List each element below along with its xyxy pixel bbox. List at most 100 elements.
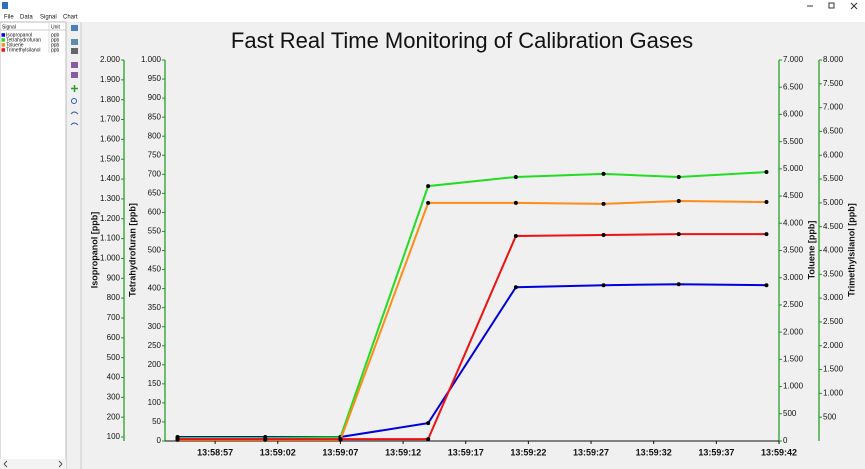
data-point bbox=[338, 437, 343, 442]
y-tick-label: 200 bbox=[148, 360, 162, 369]
y-tick-label: 1.000 bbox=[141, 55, 162, 64]
y-tick-label: 250 bbox=[148, 341, 162, 350]
y-tick-label: 550 bbox=[148, 227, 162, 236]
table-header: Unit bbox=[51, 24, 61, 30]
y-tick-label: 1.500 bbox=[100, 154, 121, 163]
y-tick-label: 1.400 bbox=[100, 174, 121, 183]
x-tick-label: 13:58:57 bbox=[197, 447, 233, 457]
close-button[interactable] bbox=[850, 2, 858, 10]
y-tick-label: 300 bbox=[107, 392, 121, 401]
y-tick-label: 2.000 bbox=[100, 55, 121, 64]
x-tick-label: 13:59:37 bbox=[698, 447, 734, 457]
tool-icon[interactable] bbox=[71, 85, 78, 92]
y-tick-label: 3.000 bbox=[823, 293, 844, 302]
signal-name[interactable]: Trimethylsilanol bbox=[6, 47, 41, 53]
y-tick-label: 700 bbox=[107, 313, 121, 322]
data-point bbox=[764, 170, 769, 175]
y-axis-label: Tetrahydrofuran [ppb] bbox=[127, 203, 137, 297]
scroll-arrows[interactable] bbox=[3, 460, 63, 468]
y-tick-label: 800 bbox=[107, 293, 121, 302]
x-tick-label: 13:59:07 bbox=[322, 447, 358, 457]
y-tick-label: 6.500 bbox=[783, 82, 804, 91]
y-tick-label: 1.600 bbox=[100, 134, 121, 143]
data-point bbox=[426, 200, 431, 205]
y-axis-label: Isopropanol [ppb] bbox=[89, 212, 99, 289]
y-tick-label: 5.000 bbox=[783, 164, 804, 173]
y-tick-label: 900 bbox=[107, 273, 121, 282]
x-tick-label: 13:59:27 bbox=[573, 447, 609, 457]
menu-item[interactable]: Signal bbox=[40, 15, 57, 21]
y-tick-label: 0 bbox=[157, 436, 162, 445]
y-tick-label: 3.500 bbox=[823, 269, 844, 278]
app-icon bbox=[2, 2, 8, 9]
data-point bbox=[601, 283, 606, 288]
y-tick-label: 4.000 bbox=[783, 218, 804, 227]
series-line bbox=[177, 233, 767, 441]
y-tick-label: 700 bbox=[148, 169, 162, 178]
data-point bbox=[601, 171, 606, 176]
signal-name[interactable]: Toluene bbox=[6, 42, 24, 48]
y-tick-label: 6.000 bbox=[823, 150, 844, 159]
y-tick-label: 1.100 bbox=[100, 234, 121, 243]
tool-icon[interactable] bbox=[71, 48, 78, 54]
table-header: Signal bbox=[2, 24, 16, 30]
y-tick-label: 650 bbox=[148, 188, 162, 197]
signal-name[interactable]: Tetrahydrofuran bbox=[6, 37, 41, 43]
y-tick-label: 850 bbox=[148, 112, 162, 121]
signal-color bbox=[1, 38, 5, 42]
signal-unit: ppb bbox=[51, 42, 60, 48]
signal-name[interactable]: Isopropanol bbox=[6, 32, 32, 38]
y-tick-label: 1.200 bbox=[100, 214, 121, 223]
y-tick-label: 300 bbox=[148, 322, 162, 331]
toolbar bbox=[70, 25, 79, 126]
y-tick-label: 2.000 bbox=[783, 327, 804, 336]
menu-item[interactable]: File bbox=[4, 15, 14, 21]
y-tick-label: 1.800 bbox=[100, 95, 121, 104]
tool-icon[interactable] bbox=[70, 122, 79, 126]
x-tick-label: 13:59:42 bbox=[761, 447, 797, 457]
x-tick-label: 13:59:12 bbox=[385, 447, 421, 457]
y-tick-label: 4.000 bbox=[823, 246, 844, 255]
tool-icon[interactable] bbox=[70, 111, 79, 115]
y-tick-label: 1.500 bbox=[783, 354, 804, 363]
signal-panel bbox=[0, 21, 67, 469]
tool-icon[interactable] bbox=[71, 72, 78, 78]
y-tick-label: 7.000 bbox=[823, 103, 844, 112]
tool-icon[interactable] bbox=[71, 62, 78, 68]
y-tick-label: 2.000 bbox=[823, 341, 844, 350]
tool-icon[interactable] bbox=[71, 25, 78, 31]
y-tick-label: 500 bbox=[783, 409, 797, 418]
x-tick-label: 13:59:22 bbox=[510, 447, 546, 457]
signal-color bbox=[1, 33, 5, 37]
signal-color bbox=[1, 48, 5, 52]
y-tick-label: 600 bbox=[107, 333, 121, 342]
data-point bbox=[764, 283, 769, 288]
signal-unit: ppb bbox=[51, 47, 60, 53]
y-tick-label: 800 bbox=[148, 131, 162, 140]
y-tick-label: 5.000 bbox=[823, 198, 844, 207]
y-tick-label: 1.700 bbox=[100, 115, 121, 124]
scrollbar[interactable] bbox=[0, 459, 66, 469]
y-tick-label: 100 bbox=[107, 432, 121, 441]
data-point bbox=[676, 174, 681, 179]
signal-unit: ppb bbox=[51, 32, 60, 38]
y-tick-label: 3.500 bbox=[783, 246, 804, 255]
chart-title: Fast Real Time Monitoring of Calibration… bbox=[231, 28, 693, 53]
signal-color bbox=[1, 43, 5, 47]
data-point bbox=[676, 232, 681, 237]
x-tick-label: 13:59:32 bbox=[636, 447, 672, 457]
y-tick-label: 750 bbox=[148, 150, 162, 159]
menu-item[interactable]: Chart bbox=[63, 15, 78, 21]
y-tick-label: 1.000 bbox=[823, 388, 844, 397]
tool-icon[interactable] bbox=[71, 39, 78, 45]
data-point bbox=[175, 437, 180, 442]
tool-icon[interactable] bbox=[71, 98, 77, 104]
menu-bar bbox=[0, 11, 865, 22]
restore-button[interactable] bbox=[828, 2, 835, 9]
y-tick-label: 1.500 bbox=[823, 365, 844, 374]
menu-item[interactable]: Data bbox=[20, 15, 33, 21]
y-tick-label: 350 bbox=[148, 303, 162, 312]
y-tick-label: 400 bbox=[107, 373, 121, 382]
